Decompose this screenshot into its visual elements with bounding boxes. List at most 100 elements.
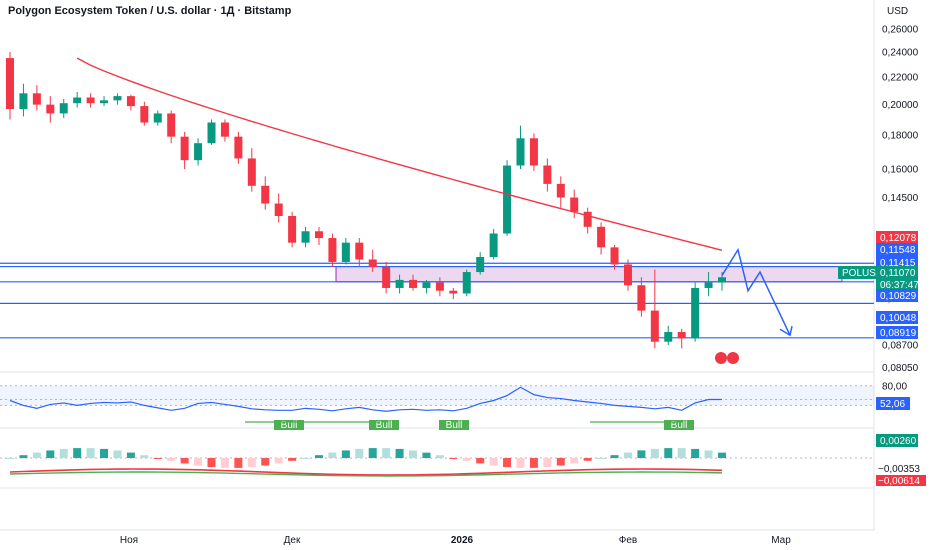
bull-label: Bull [281,420,298,431]
macd-histogram-bar [503,458,512,468]
candle-body [140,106,149,123]
chart-title: Polygon Ecosystem Token / U.S. dollar · … [8,5,292,17]
macd-histogram-bar [691,448,700,458]
macd-histogram-bar [529,458,538,468]
candle-body [529,138,538,166]
candle-body [704,282,713,288]
level-4-tag-bg [876,311,918,324]
level-1-tag-bg [876,243,918,256]
candle-body [677,332,686,339]
event-flag-icon [727,352,739,364]
rsi-band [0,385,874,406]
candle-body [328,238,337,262]
bull-label-bg [439,420,469,430]
price-tick-label: 0,08700 [882,341,919,352]
macd-histogram-bar [422,452,431,458]
bull-label: Bull [446,420,463,431]
candle-body [86,97,95,104]
candle-body [556,183,565,198]
macd-histogram-bar [261,458,270,466]
macd-histogram-bar [86,448,95,458]
bull-label: Bull [671,420,688,431]
rsi-tick-label: 80,00 [882,381,907,392]
macd-histogram-bar [32,452,41,458]
last-price-tag-bg [876,266,918,279]
macd-line-value-tag: −0,00614 [878,476,920,487]
level-1-tag: 0,11548 [880,245,916,256]
level-2-tag: 0,11415 [880,258,916,269]
macd-hist-value-tag: 0,00260 [880,436,917,447]
macd-histogram-bar [476,458,485,464]
rsi-line [9,386,722,412]
macd-histogram-bar [247,458,256,468]
macd-histogram-bar [409,450,418,458]
candle-body [637,285,646,311]
macd-histogram-bar [435,455,444,458]
price-tick-label: 0,20000 [882,100,919,111]
macd-histogram-bar [288,458,297,461]
macd-histogram-bar [677,448,686,458]
candle-body [516,138,525,166]
macd-histogram-bar [207,458,216,468]
candle-body [583,211,592,227]
projection-arrowhead [779,326,793,337]
supply-zone [335,266,843,283]
bull-label-bg [664,420,694,430]
macd-histogram-bar [718,452,726,458]
macd-histogram-bar [314,455,323,458]
candle-body [207,122,216,144]
symbol-tag: POLUSD [842,268,883,279]
macd-histogram-bar [583,458,592,461]
candle-body [382,266,391,288]
level-2-tag-bg [876,256,918,269]
macd-histogram-bar [140,455,149,458]
macd-histogram-bar [395,448,404,458]
price-tick-label: 0,16000 [882,165,919,176]
time-axis-label: Мар [771,535,791,546]
macd-histogram-bar [328,452,337,458]
macd-hist-value-bg [876,434,918,447]
candle-body [19,93,28,110]
bull-label-bg [274,420,304,430]
event-flag-icon [715,352,727,364]
price-tick-label: 0,08050 [882,363,919,374]
price-tick-label: 0,24000 [882,48,919,59]
macd-histogram-bar [704,450,713,458]
candle-body [167,113,176,137]
candle-body [32,93,41,105]
ma-value-tag-bg [876,231,918,244]
candle-body [113,96,122,101]
candle-body [489,233,498,257]
macd-histogram-bar [126,452,135,458]
macd-histogram-bar [194,458,203,466]
candle-body [543,165,552,184]
macd-histogram-bar [597,457,606,459]
candle-body [449,290,458,294]
macd-histogram-bar [100,448,109,458]
time-axis-label: Дек [284,535,301,546]
projection-path [721,247,791,336]
candle-body [462,272,471,294]
level-5-tag: 0,08919 [880,328,917,339]
candle-body [247,158,256,186]
macd-histogram-bar [623,452,632,458]
time-axis-label: Фев [619,535,637,546]
candle-body [395,279,404,288]
candle-body [570,197,579,212]
macd-histogram-bar [650,448,659,458]
macd-histogram-bar [543,458,552,468]
candle-body [46,104,55,114]
time-axis-label: Ноя [120,535,138,546]
macd-signal-line [9,471,723,477]
macd-line-value-bg [876,475,926,486]
macd-histogram-bar [46,450,55,458]
symbol-tag-bg [838,266,876,279]
candle-body [59,103,68,114]
macd-histogram-bar [301,457,310,459]
candle-body [73,97,82,104]
countdown-tag-bg [876,278,918,291]
candle-body [422,282,431,288]
macd-histogram-bar [19,455,28,458]
macd-histogram-bar [556,458,565,466]
